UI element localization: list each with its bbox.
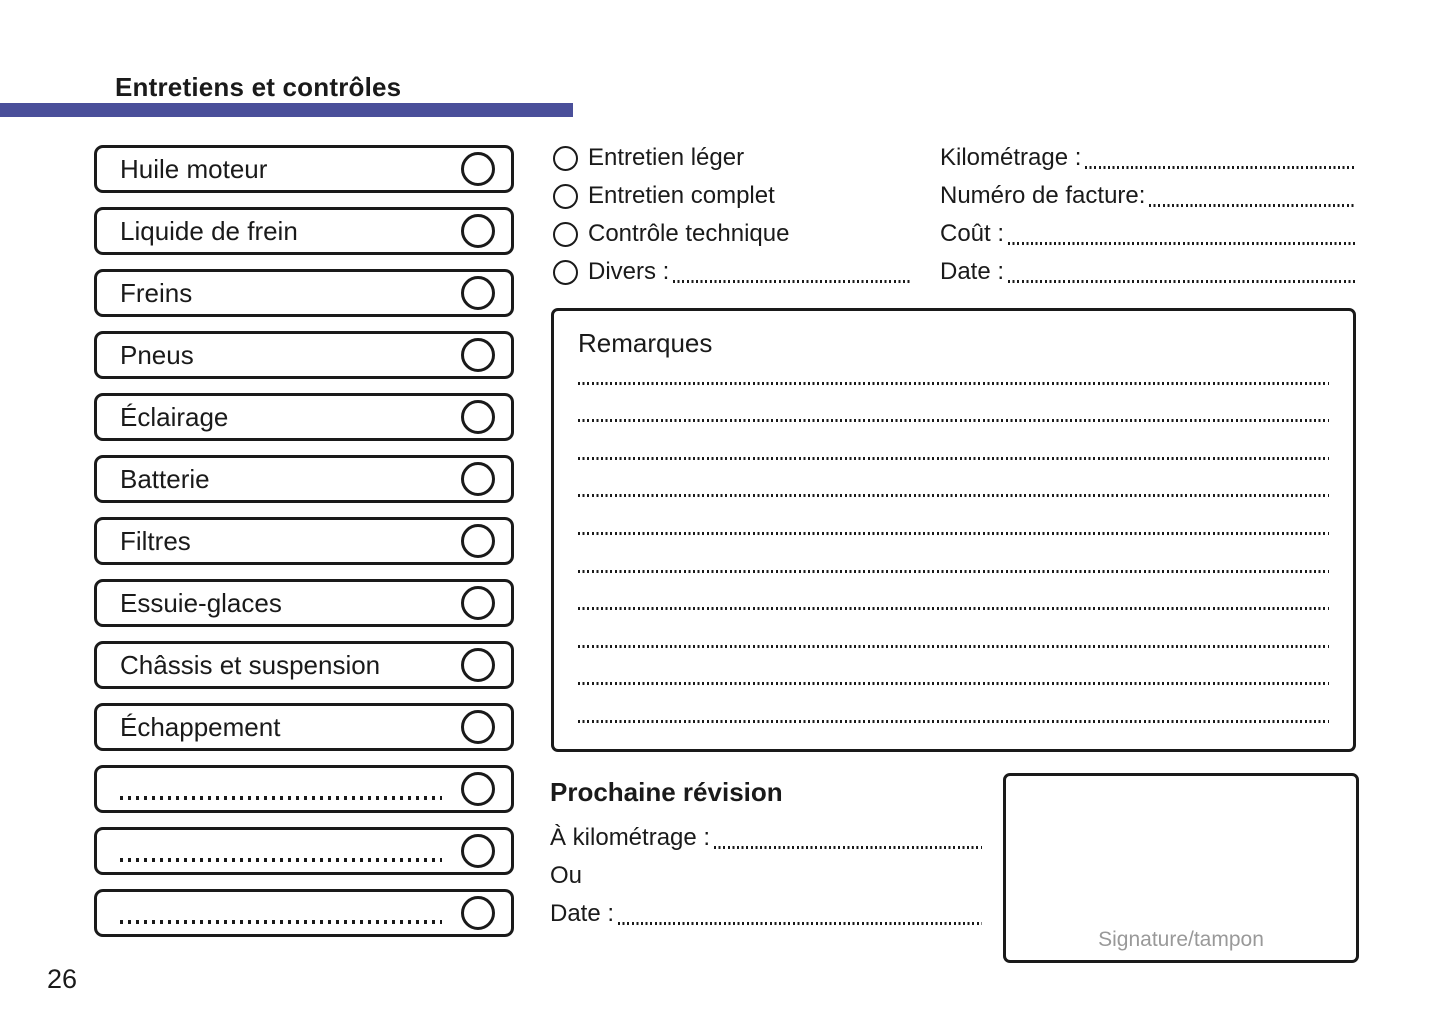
check-circle[interactable]: [461, 586, 495, 620]
check-circle[interactable]: [461, 896, 495, 930]
invoice-field-row: Kilométrage :: [940, 139, 1356, 177]
invoice-field-label: Kilométrage :: [940, 144, 1082, 171]
checklist-item: Châssis et suspension: [94, 641, 514, 689]
blank-write-in-line[interactable]: [120, 920, 442, 924]
check-circle[interactable]: [461, 648, 495, 682]
invoice-field-row: Date :: [940, 253, 1356, 291]
checklist-item: Freins: [94, 269, 514, 317]
checklist-item-label: Batterie: [120, 463, 210, 494]
page-number: 26: [47, 964, 78, 994]
checklist-item: Batterie: [94, 455, 514, 503]
remarks-write-line[interactable]: [578, 460, 1329, 498]
check-circle[interactable]: [461, 834, 495, 868]
check-circle[interactable]: [461, 772, 495, 806]
check-circle[interactable]: [461, 710, 495, 744]
dotted-write-in-line[interactable]: [714, 846, 982, 849]
remarks-write-area: [578, 347, 1329, 723]
next-service-title: Prochaine révision: [550, 777, 783, 807]
checklist-item-label: Essuie-glaces: [120, 587, 282, 618]
checklist-item: Pneus: [94, 331, 514, 379]
checklist-item: [94, 765, 514, 813]
checklist-item: [94, 889, 514, 937]
service-type-row: Entretien léger: [553, 139, 911, 177]
service-type-row: Divers :: [553, 253, 911, 291]
radio-circle[interactable]: [553, 221, 578, 247]
check-circle[interactable]: [461, 400, 495, 434]
remarks-write-line[interactable]: [578, 573, 1329, 611]
service-type-options: Entretien léger Entretien complet Contrôle…: [553, 139, 911, 291]
service-type-label: Entretien complet: [588, 182, 775, 209]
checklist-item: Échappement: [94, 703, 514, 751]
dotted-write-in-line[interactable]: [1008, 280, 1356, 283]
service-type-row: Contrôle technique: [553, 215, 911, 253]
checklist-item: Filtres: [94, 517, 514, 565]
remarks-write-line[interactable]: [578, 535, 1329, 573]
title-accent-bar: [0, 103, 573, 117]
dotted-write-in-line[interactable]: [673, 280, 911, 283]
invoice-field-label: Numéro de facture:: [940, 182, 1146, 209]
dotted-write-in-line[interactable]: [1149, 204, 1356, 207]
checklist-item-label: Huile moteur: [120, 153, 268, 184]
checklist-item: Essuie-glaces: [94, 579, 514, 627]
check-circle[interactable]: [461, 524, 495, 558]
page-title: Entretiens et contrôles: [115, 72, 402, 102]
next-service-label: Ou: [550, 862, 583, 889]
dotted-write-in-line[interactable]: [1085, 166, 1356, 169]
invoice-field-label: Date :: [940, 258, 1005, 285]
signature-label: Signature/tampon: [1098, 928, 1264, 951]
remarks-write-line[interactable]: [578, 685, 1329, 723]
next-service-section: Prochaine révision À kilométrage : Ou Date…: [550, 777, 982, 933]
service-type-label: Entretien léger: [588, 144, 745, 171]
next-service-row: À kilométrage :: [550, 819, 982, 857]
invoice-field-row: Numéro de facture:: [940, 177, 1356, 215]
next-service-row: Ou: [550, 857, 982, 895]
blank-write-in-line[interactable]: [120, 796, 442, 800]
remarks-box: Remarques: [551, 308, 1356, 752]
checklist-item-label: Liquide de frein: [120, 215, 298, 246]
checklist-item: [94, 827, 514, 875]
radio-circle[interactable]: [553, 145, 578, 171]
checklist-item: Éclairage: [94, 393, 514, 441]
maintenance-checklist: Huile moteur Liquide de frein Freins Pneus É…: [94, 145, 514, 937]
remarks-write-line[interactable]: [578, 422, 1329, 460]
check-circle[interactable]: [461, 152, 495, 186]
checklist-item-label: Freins: [120, 277, 193, 308]
next-service-row: Date :: [550, 895, 982, 933]
next-service-fields: À kilométrage : Ou Date :: [550, 819, 982, 933]
remarks-write-line[interactable]: [578, 610, 1329, 648]
remarks-write-line[interactable]: [578, 648, 1329, 686]
checklist-item-label: Filtres: [120, 525, 191, 556]
signature-box[interactable]: Signature/tampon: [1003, 773, 1359, 963]
invoice-detail-fields: Kilométrage : Numéro de facture: Coût : Dat…: [940, 139, 1356, 291]
service-type-label: Divers :: [588, 258, 670, 285]
dotted-write-in-line[interactable]: [618, 922, 982, 925]
remarks-write-line[interactable]: [578, 497, 1329, 535]
radio-circle[interactable]: [553, 183, 578, 209]
checklist-item-label: Éclairage: [120, 401, 229, 432]
invoice-field-label: Coût :: [940, 220, 1005, 247]
dotted-write-in-line[interactable]: [1008, 242, 1356, 245]
checklist-item-label: Échappement: [120, 711, 281, 742]
remarks-write-line[interactable]: [578, 385, 1329, 423]
next-service-label: À kilométrage :: [550, 824, 711, 851]
invoice-field-row: Coût :: [940, 215, 1356, 253]
checklist-item: Huile moteur: [94, 145, 514, 193]
next-service-label: Date :: [550, 900, 615, 927]
checklist-item-label: Châssis et suspension: [120, 649, 381, 680]
checklist-item: Liquide de frein: [94, 207, 514, 255]
checklist-item-label: Pneus: [120, 339, 194, 370]
check-circle[interactable]: [461, 462, 495, 496]
check-circle[interactable]: [461, 338, 495, 372]
check-circle[interactable]: [461, 214, 495, 248]
check-circle[interactable]: [461, 276, 495, 310]
remarks-write-line[interactable]: [578, 347, 1329, 385]
service-type-row: Entretien complet: [553, 177, 911, 215]
service-type-label: Contrôle technique: [588, 220, 790, 247]
blank-write-in-line[interactable]: [120, 858, 442, 862]
radio-circle[interactable]: [553, 259, 578, 285]
